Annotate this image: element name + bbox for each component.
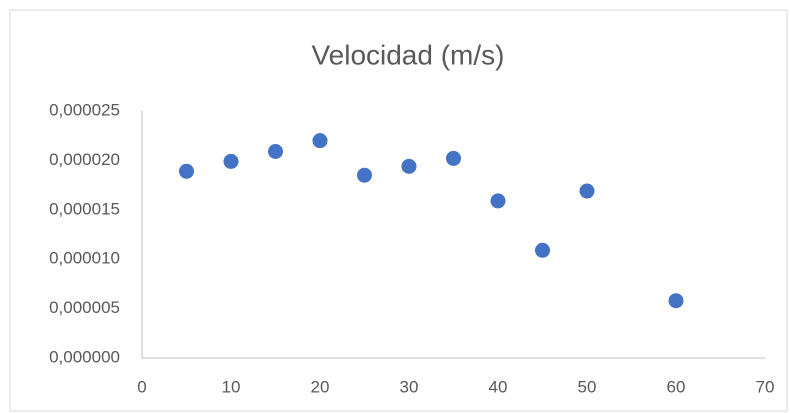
chart-border <box>9 9 788 412</box>
y-tick-label: 0,000015 <box>49 199 120 218</box>
y-tick-label: 0,000000 <box>49 347 120 366</box>
x-tick-label: 20 <box>311 377 330 396</box>
y-tick-label: 0,000005 <box>49 298 120 317</box>
point <box>223 153 239 169</box>
point <box>535 242 550 258</box>
point <box>179 163 194 179</box>
chart-title: Velocidad (m/s) <box>312 39 505 70</box>
y-tick-label: 0,000020 <box>49 150 120 169</box>
point <box>446 150 461 166</box>
x-tick-label: 50 <box>578 377 597 396</box>
x-tick-label: 10 <box>222 377 241 396</box>
point <box>312 133 328 149</box>
x-tick-label: 70 <box>756 377 775 396</box>
point <box>268 144 283 160</box>
point <box>668 293 684 309</box>
point <box>357 167 372 183</box>
x-tick-label: 40 <box>489 377 508 396</box>
y-tick-label: 0,000010 <box>49 249 120 268</box>
y-tick-label: 0,000025 <box>49 100 120 119</box>
point <box>490 193 506 209</box>
x-tick-label: 0 <box>137 377 146 396</box>
x-tick-label: 30 <box>400 377 419 396</box>
point <box>579 183 595 199</box>
point <box>401 158 417 174</box>
x-tick-label: 60 <box>667 377 686 396</box>
